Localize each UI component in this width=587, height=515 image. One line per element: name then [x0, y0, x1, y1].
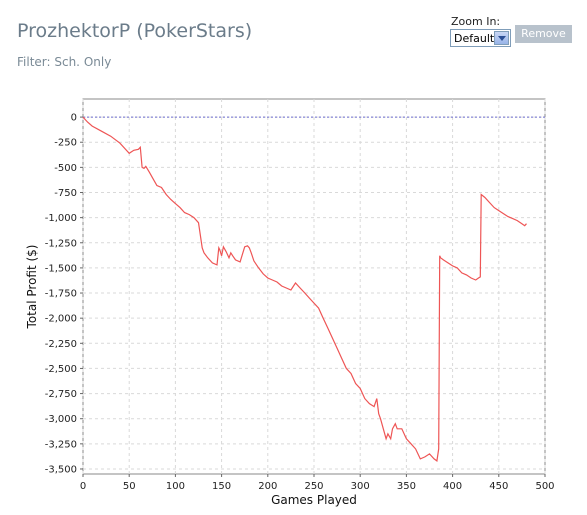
x-tick-label: 250	[304, 481, 323, 492]
zoom-select-value: Default	[454, 32, 495, 45]
x-tick-label: 450	[489, 481, 508, 492]
x-axis: 0 50 100 150 200 250 300 350 400 450 500	[80, 474, 555, 492]
x-tick-label: 300	[351, 481, 370, 492]
y-tick-label: -2,500	[45, 364, 77, 375]
y-tick-label: -500	[54, 163, 77, 174]
y-tick-label: -3,000	[45, 414, 77, 425]
y-tick-label: -2,750	[45, 389, 77, 400]
x-tick-label: 350	[397, 481, 416, 492]
page-title: ProzhektorP (PokerStars)	[17, 20, 253, 42]
zoom-label: Zoom In:	[451, 15, 501, 28]
x-tick-label: 200	[258, 481, 277, 492]
x-tick-label: 400	[443, 481, 462, 492]
x-tick-label: 500	[535, 481, 554, 492]
y-tick-label: 0	[71, 113, 77, 124]
x-tick-label: 100	[166, 481, 185, 492]
filter-label: Filter: Sch. Only	[17, 55, 112, 69]
y-axis: 0 -250 -500 -750 -1,000 -1,250 -1,500 -1,750 -2,…	[45, 113, 83, 475]
y-tick-label: -3,500	[45, 464, 77, 475]
y-axis-label: Total Profit ($)	[25, 245, 39, 330]
x-tick-label: 0	[80, 481, 86, 492]
x-tick-label: 50	[123, 481, 136, 492]
y-tick-label: -1,500	[45, 263, 77, 274]
y-tick-label: -1,000	[45, 213, 77, 224]
remove-button[interactable]: Remove	[515, 25, 572, 43]
y-tick-label: -2,000	[45, 314, 77, 325]
y-tick-label: -3,250	[45, 439, 77, 450]
grid-lines	[82, 99, 546, 474]
chevron-down-icon[interactable]	[494, 31, 509, 45]
y-tick-label: -750	[54, 188, 77, 199]
y-tick-label: -1,250	[45, 238, 77, 249]
x-tick-label: 150	[212, 481, 231, 492]
zoom-select[interactable]: Default	[450, 29, 511, 47]
y-tick-label: -1,750	[45, 289, 77, 300]
y-tick-label: -2,250	[45, 339, 77, 350]
x-axis-label: Games Played	[271, 493, 357, 507]
series-line-total-profit	[82, 116, 527, 462]
y-tick-label: -250	[54, 138, 77, 149]
